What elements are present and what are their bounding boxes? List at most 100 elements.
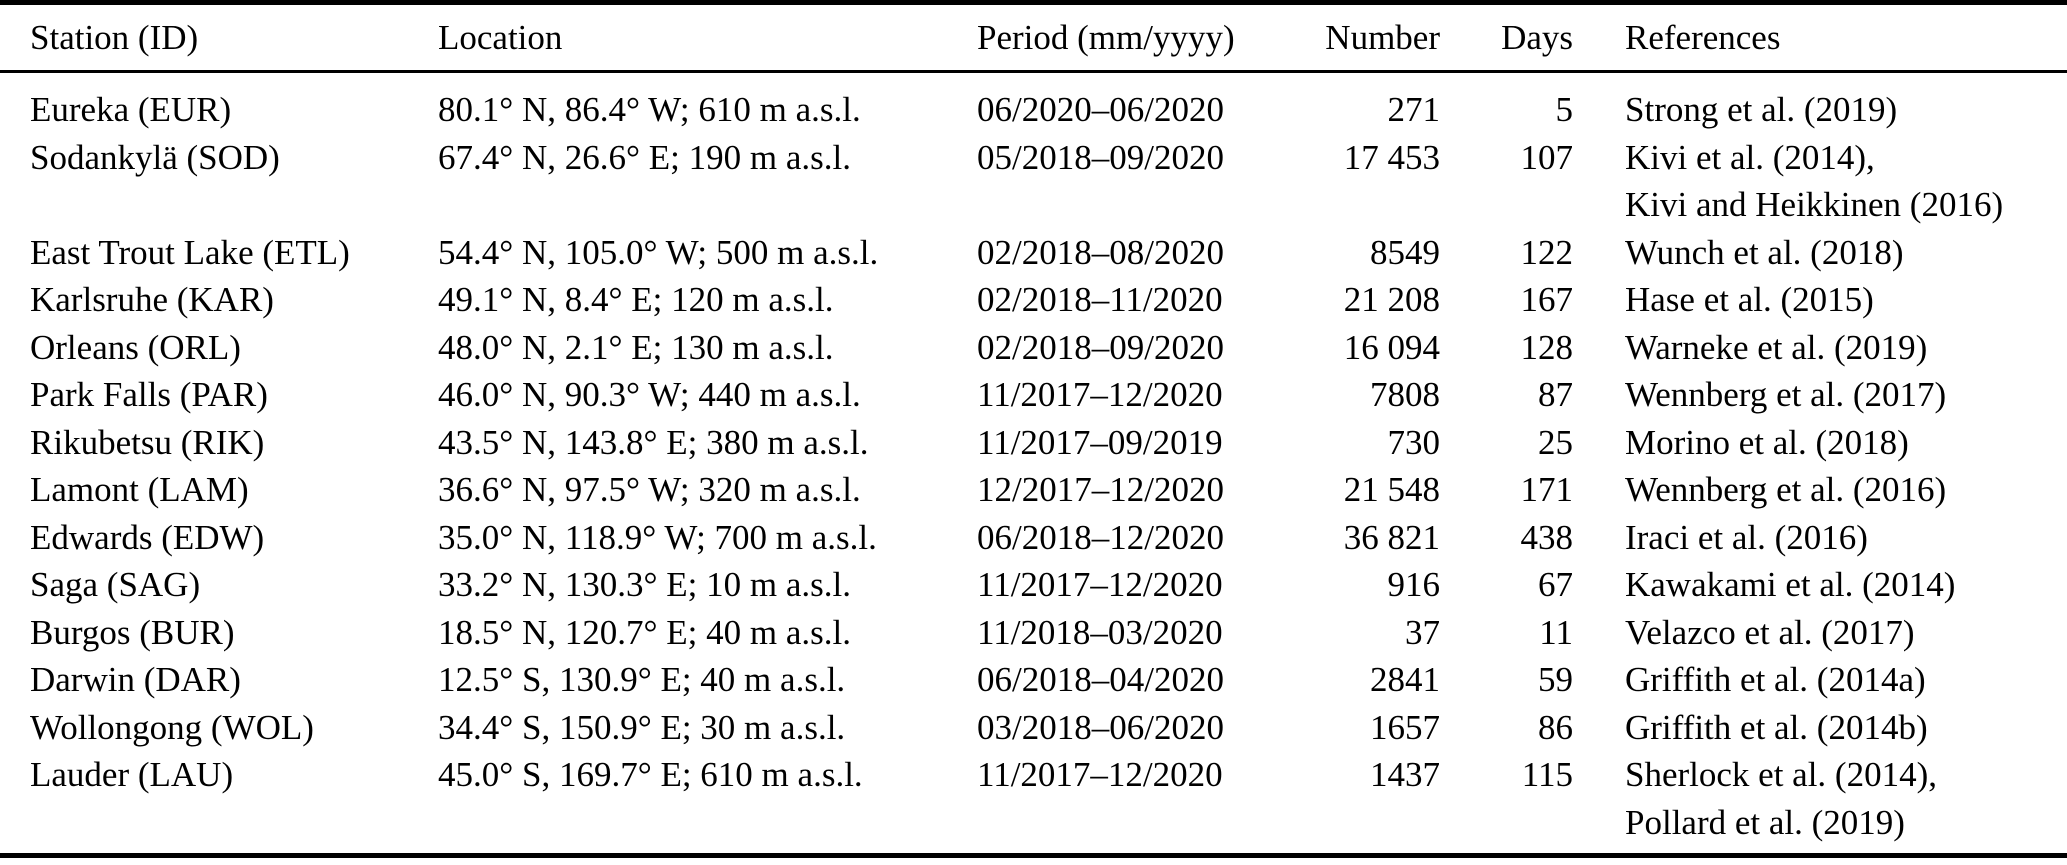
cell-days: 128 — [1520, 327, 1574, 367]
cell-location: 36.6° N, 97.5° W; 320 m a.s.l. — [438, 470, 861, 509]
reference-line: Sherlock et al. (2014), — [1625, 755, 1937, 794]
reference-line: Griffith et al. (2014b) — [1625, 707, 1928, 747]
cell-station: Burgos (BUR) — [30, 612, 235, 652]
reference-line: Warneke et al. (2019) — [1625, 327, 1928, 367]
cell-period: 11/2017–12/2020 — [977, 755, 1223, 794]
reference-line: Wennberg et al. (2016) — [1625, 470, 1947, 509]
cell-location: 67.4° N, 26.6° E; 190 m a.s.l. — [438, 137, 851, 177]
cell-days: 25 — [1538, 422, 1573, 462]
cell-number: 21 548 — [1343, 470, 1440, 509]
cell-location: 43.5° N, 143.8° E; 380 m a.s.l. — [438, 422, 869, 462]
cell-period: 02/2018–09/2020 — [977, 327, 1224, 367]
cell-references: Griffith et al. (2014a) — [1573, 656, 2067, 704]
cell-location: 80.1° N, 86.4° W; 610 m a.s.l. — [438, 90, 861, 129]
reference-line: Griffith et al. (2014a) — [1625, 660, 1926, 699]
table-row: Karlsruhe (KAR) 49.1° N, 8.4° E; 120 m a.… — [0, 276, 2067, 324]
cell-period: 05/2018–09/2020 — [977, 137, 1224, 177]
cell-station: Sodankylä (SOD) — [30, 137, 280, 177]
reference-line: Pollard et al. (2019) — [1625, 802, 1905, 842]
cell-days: 438 — [1520, 517, 1574, 557]
cell-days: 86 — [1538, 707, 1573, 747]
cell-location: 33.2° N, 130.3° E; 10 m a.s.l. — [438, 565, 851, 604]
cell-references: Wunch et al. (2018) — [1573, 229, 2067, 277]
reference-line: Kivi and Heikkinen (2016) — [1625, 185, 2004, 224]
cell-references: Strong et al. (2019) — [1573, 72, 2067, 134]
cell-station: Edwards (EDW) — [30, 517, 265, 557]
cell-location: 48.0° N, 2.1° E; 130 m a.s.l. — [438, 327, 834, 367]
col-header-days: Days — [1440, 2, 1573, 73]
cell-references: Kivi et al. (2014), Kivi and Heikkinen (2… — [1573, 134, 2067, 229]
cell-references: Wennberg et al. (2016) — [1573, 466, 2067, 514]
table-row: Orleans (ORL) 48.0° N, 2.1° E; 130 m a.s.… — [0, 324, 2067, 372]
cell-days: 122 — [1520, 232, 1574, 272]
cell-period: 11/2017–09/2019 — [977, 422, 1223, 462]
cell-number: 1657 — [1370, 707, 1440, 747]
col-header-location: Location — [438, 2, 977, 73]
cell-station: Rikubetsu (RIK) — [30, 422, 265, 462]
table-row: Saga (SAG) 33.2° N, 130.3° E; 10 m a.s.l.… — [0, 561, 2067, 609]
cell-references: Velazco et al. (2017) — [1573, 609, 2067, 657]
cell-location: 18.5° N, 120.7° E; 40 m a.s.l. — [438, 612, 851, 652]
cell-references: Hase et al. (2015) — [1573, 276, 2067, 324]
cell-station: Park Falls (PAR) — [30, 375, 268, 414]
cell-location: 54.4° N, 105.0° W; 500 m a.s.l. — [438, 232, 879, 272]
table-row: Sodankylä (SOD) 67.4° N, 26.6° E; 190 m a… — [0, 134, 2067, 229]
table-row: Park Falls (PAR) 46.0° N, 90.3° W; 440 m … — [0, 371, 2067, 419]
cell-location: 34.4° S, 150.9° E; 30 m a.s.l. — [438, 707, 846, 747]
cell-days: 67 — [1538, 565, 1573, 604]
table-row: Wollongong (WOL) 34.4° S, 150.9° E; 30 m … — [0, 704, 2067, 752]
col-header-number: Number — [1267, 2, 1440, 73]
reference-line: Hase et al. (2015) — [1625, 280, 1874, 319]
cell-number: 17 453 — [1343, 137, 1440, 177]
cell-station: Wollongong (WOL) — [30, 707, 314, 747]
cell-station: Karlsruhe (KAR) — [30, 280, 274, 319]
cell-number: 271 — [1387, 90, 1441, 129]
table-row: Burgos (BUR) 18.5° N, 120.7° E; 40 m a.s.… — [0, 609, 2067, 657]
cell-references: Morino et al. (2018) — [1573, 419, 2067, 467]
cell-references: Wennberg et al. (2017) — [1573, 371, 2067, 419]
cell-location: 12.5° S, 130.9° E; 40 m a.s.l. — [438, 660, 846, 699]
table-row: Lauder (LAU) 45.0° S, 169.7° E; 610 m a.s… — [0, 751, 2067, 856]
cell-period: 02/2018–11/2020 — [977, 280, 1223, 319]
cell-references: Sherlock et al. (2014), Pollard et al. (2… — [1573, 751, 2067, 856]
col-header-references: References — [1573, 2, 2067, 73]
cell-days: 167 — [1520, 280, 1574, 319]
cell-location: 45.0° S, 169.7° E; 610 m a.s.l. — [438, 755, 863, 794]
cell-location: 46.0° N, 90.3° W; 440 m a.s.l. — [438, 375, 861, 414]
reference-line: Kivi et al. (2014), — [1625, 137, 1875, 177]
cell-number: 7808 — [1370, 375, 1440, 414]
cell-station: Darwin (DAR) — [30, 660, 241, 699]
reference-line: Wennberg et al. (2017) — [1625, 375, 1947, 414]
cell-days: 5 — [1555, 90, 1574, 129]
cell-period: 11/2018–03/2020 — [977, 612, 1223, 652]
cell-days: 107 — [1520, 137, 1574, 177]
table-row: Lamont (LAM) 36.6° N, 97.5° W; 320 m a.s.… — [0, 466, 2067, 514]
cell-references: Warneke et al. (2019) — [1573, 324, 2067, 372]
cell-station: Lauder (LAU) — [30, 755, 234, 794]
cell-days: 11 — [1539, 612, 1573, 652]
cell-references: Iraci et al. (2016) — [1573, 514, 2067, 562]
table-body: Eureka (EUR) 80.1° N, 86.4° W; 610 m a.s.… — [0, 72, 2067, 856]
reference-line: Morino et al. (2018) — [1625, 422, 1909, 462]
cell-period: 12/2017–12/2020 — [977, 470, 1224, 509]
cell-location: 35.0° N, 118.9° W; 700 m a.s.l. — [438, 517, 877, 557]
cell-number: 37 — [1405, 612, 1440, 652]
cell-days: 171 — [1520, 470, 1574, 509]
cell-period: 06/2018–04/2020 — [977, 660, 1224, 699]
table-row: East Trout Lake (ETL) 54.4° N, 105.0° W; … — [0, 229, 2067, 277]
reference-line: Wunch et al. (2018) — [1625, 232, 1904, 272]
cell-number: 21 208 — [1343, 280, 1440, 319]
reference-line: Kawakami et al. (2014) — [1625, 565, 1956, 604]
cell-days: 59 — [1538, 660, 1573, 699]
cell-days: 87 — [1538, 375, 1573, 414]
cell-location: 49.1° N, 8.4° E; 120 m a.s.l. — [438, 280, 834, 319]
col-header-station: Station (ID) — [0, 2, 438, 73]
col-header-period: Period (mm/yyyy) — [977, 2, 1267, 73]
cell-number: 8549 — [1370, 232, 1440, 272]
cell-number: 16 094 — [1343, 327, 1440, 367]
cell-station: Orleans (ORL) — [30, 327, 241, 367]
cell-period: 06/2020–06/2020 — [977, 90, 1224, 129]
cell-days: 115 — [1521, 755, 1573, 794]
